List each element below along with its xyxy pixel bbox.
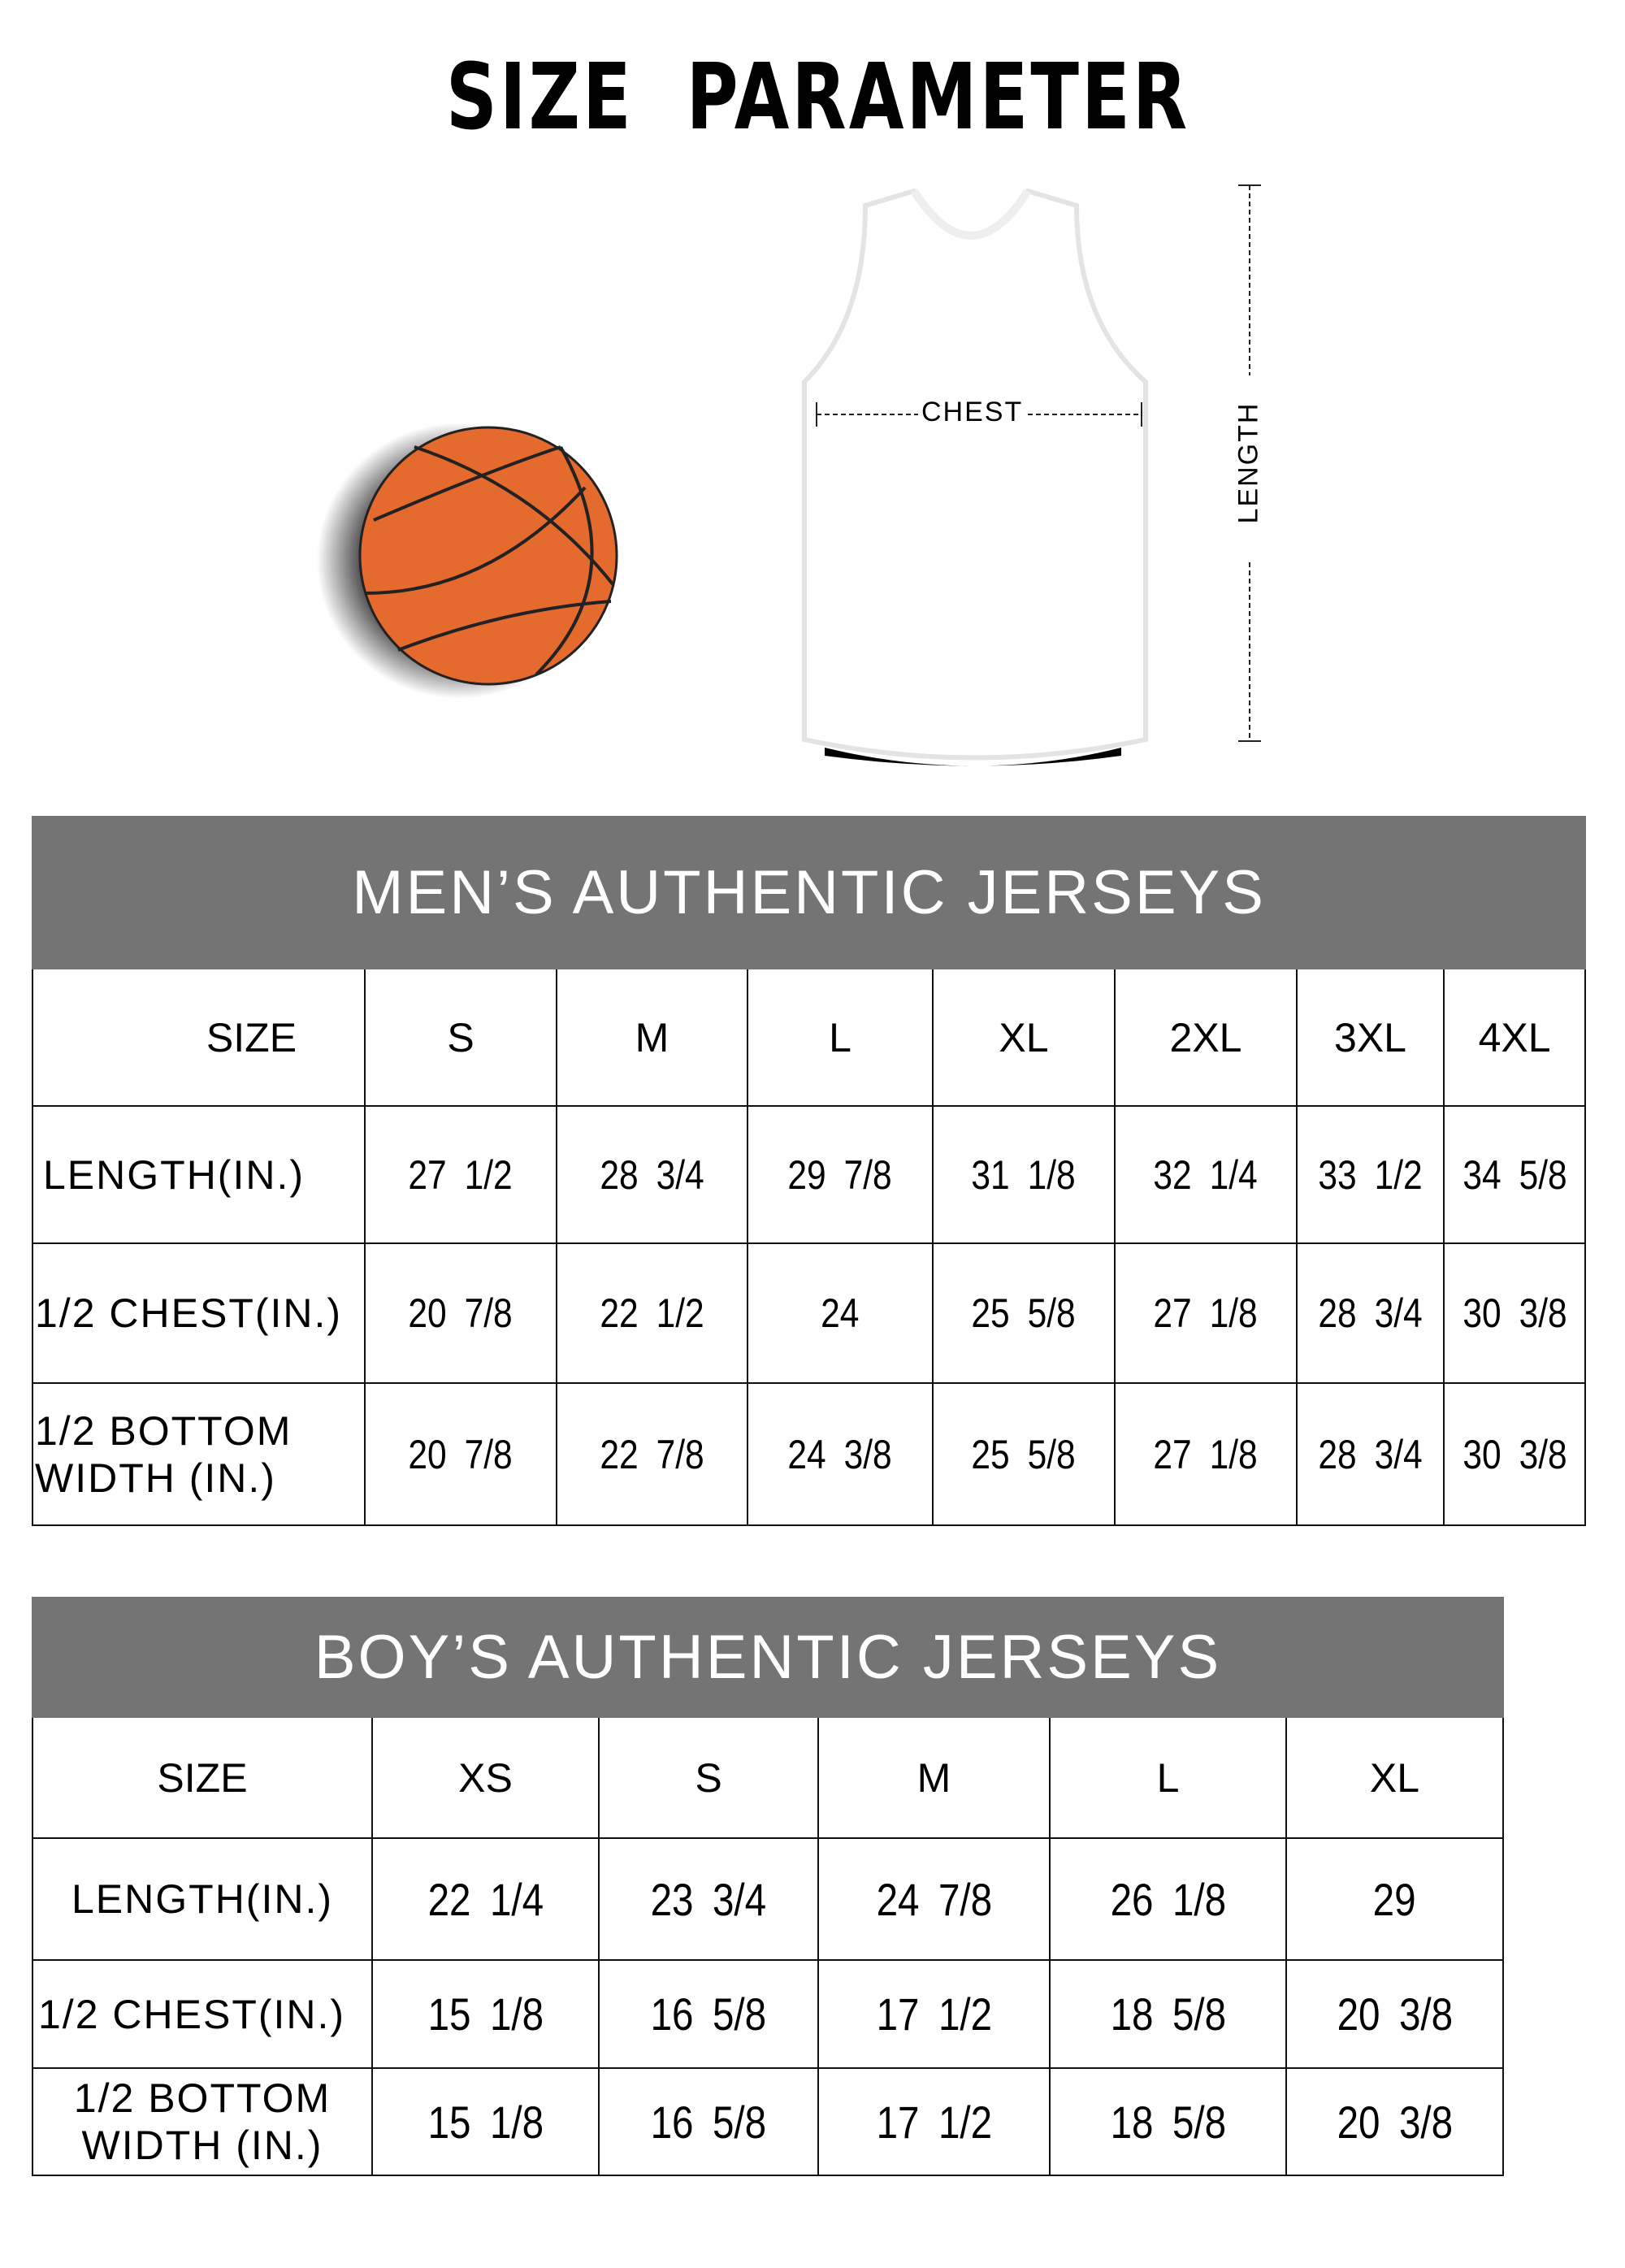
table-cell: 15 1/8: [427, 1988, 544, 2040]
size-column-header: M: [556, 968, 748, 1107]
table-cell: 22 7/8: [600, 1431, 704, 1477]
table-cell: 29 7/8: [787, 1151, 893, 1198]
page-title: SIZE PARAMETER: [445, 45, 1190, 150]
row-label: 1/2 CHEST(IN.): [32, 1242, 366, 1384]
row-label: LENGTH(IN.): [32, 1105, 366, 1244]
size-column-header: 3XL: [1296, 968, 1445, 1107]
table-cell: 26 1/8: [1110, 1873, 1226, 1925]
table-row: 1/2 BOTTOM WIDTH (IN.) 15 1/8 16 5/8 17 …: [32, 2067, 1504, 2176]
table-cell: 33 1/2: [1318, 1151, 1423, 1198]
table-cell: 17 1/2: [876, 2096, 992, 2148]
table-cell: 18 5/8: [1110, 1988, 1226, 2040]
table-row: 1/2 CHEST(IN.) 15 1/8 16 5/8 17 1/2 18 5…: [32, 1959, 1504, 2069]
mens-size-table: MEN’S AUTHENTIC JERSEYS SIZE S M L XL 2X…: [31, 816, 1587, 1526]
table-cell: 22 1/4: [427, 1873, 544, 1925]
size-header: SIZE: [32, 1716, 373, 1839]
boys-table-title: BOY’S AUTHENTIC JERSEYS: [32, 1597, 1504, 1718]
table-cell: 23 3/4: [650, 1873, 767, 1925]
size-column-header: 2XL: [1114, 968, 1298, 1107]
row-label: 1/2 BOTTOM WIDTH (IN.): [32, 2067, 373, 2176]
table-cell: 18 5/8: [1110, 2096, 1226, 2148]
table-cell: 32 1/4: [1153, 1151, 1259, 1198]
table-row: 1/2 BOTTOM WIDTH (IN.) 20 7/8 22 7/8 24 …: [32, 1382, 1587, 1526]
table-cell: 29: [1373, 1873, 1416, 1925]
table-cell: 20 7/8: [408, 1431, 514, 1477]
length-label: LENGTH: [1233, 401, 1264, 524]
table-cell: 27 1/8: [1153, 1290, 1259, 1336]
table-cell: 24 7/8: [876, 1873, 992, 1925]
length-measure-line: [1238, 184, 1261, 742]
table-row: LENGTH(IN.) 27 1/2 28 3/4 29 7/8 31 1/8 …: [32, 1105, 1587, 1244]
table-cell: 16 5/8: [650, 1988, 767, 2040]
size-column-header: L: [1049, 1716, 1287, 1839]
table-cell: 28 3/4: [600, 1151, 704, 1198]
table-cell: 24 3/8: [787, 1431, 893, 1477]
table-cell: 20 3/8: [1337, 1988, 1453, 2040]
boys-size-table: BOY’S AUTHENTIC JERSEYS SIZE XS S M L XL…: [32, 1597, 1504, 2176]
table-row: 1/2 CHEST(IN.) 20 7/8 22 1/2 24 25 5/8 2…: [32, 1242, 1587, 1384]
size-column-header: L: [747, 968, 934, 1107]
size-column-header: S: [364, 968, 557, 1107]
table-cell: 27 1/8: [1153, 1431, 1259, 1477]
table-cell: 27 1/2: [408, 1151, 514, 1198]
table-cell: 31 1/8: [971, 1151, 1077, 1198]
table-cell: 15 1/8: [427, 2096, 544, 2148]
table-cell: 20 7/8: [408, 1290, 514, 1336]
table-cell: 24: [821, 1290, 860, 1336]
size-column-header: XL: [932, 968, 1116, 1107]
table-cell: 16 5/8: [650, 2096, 767, 2148]
chest-label: CHEST: [918, 397, 1027, 428]
table-cell: 28 3/4: [1318, 1431, 1423, 1477]
table-cell: 22 1/2: [600, 1290, 704, 1336]
row-label: LENGTH(IN.): [32, 1837, 373, 1961]
row-label: 1/2 BOTTOM WIDTH (IN.): [32, 1382, 366, 1526]
table-row: SIZE XS S M L XL: [32, 1716, 1504, 1839]
jersey-diagram: [802, 188, 1148, 766]
table-cell: 34 5/8: [1462, 1151, 1567, 1198]
size-column-header: XL: [1285, 1716, 1504, 1839]
table-cell: 30 3/8: [1462, 1290, 1567, 1336]
size-column-header: 4XL: [1442, 968, 1587, 1107]
table-cell: 25 5/8: [971, 1431, 1077, 1477]
basketball-icon: [317, 423, 618, 699]
table-cell: 30 3/8: [1462, 1431, 1567, 1477]
size-column-header: XS: [371, 1716, 600, 1839]
size-column-header: M: [817, 1716, 1051, 1839]
size-column-header: S: [598, 1716, 819, 1839]
mens-table-title: MEN’S AUTHENTIC JERSEYS: [31, 816, 1587, 969]
table-cell: 20 3/8: [1337, 2096, 1453, 2148]
table-cell: 25 5/8: [971, 1290, 1077, 1336]
size-header: SIZE: [32, 968, 366, 1107]
table-cell: 17 1/2: [876, 1988, 992, 2040]
table-cell: 28 3/4: [1318, 1290, 1423, 1336]
table-row: SIZE S M L XL 2XL 3XL 4XL: [32, 968, 1587, 1107]
row-label: 1/2 CHEST(IN.): [32, 1959, 373, 2069]
table-row: LENGTH(IN.) 22 1/4 23 3/4 24 7/8 26 1/8 …: [32, 1837, 1504, 1961]
